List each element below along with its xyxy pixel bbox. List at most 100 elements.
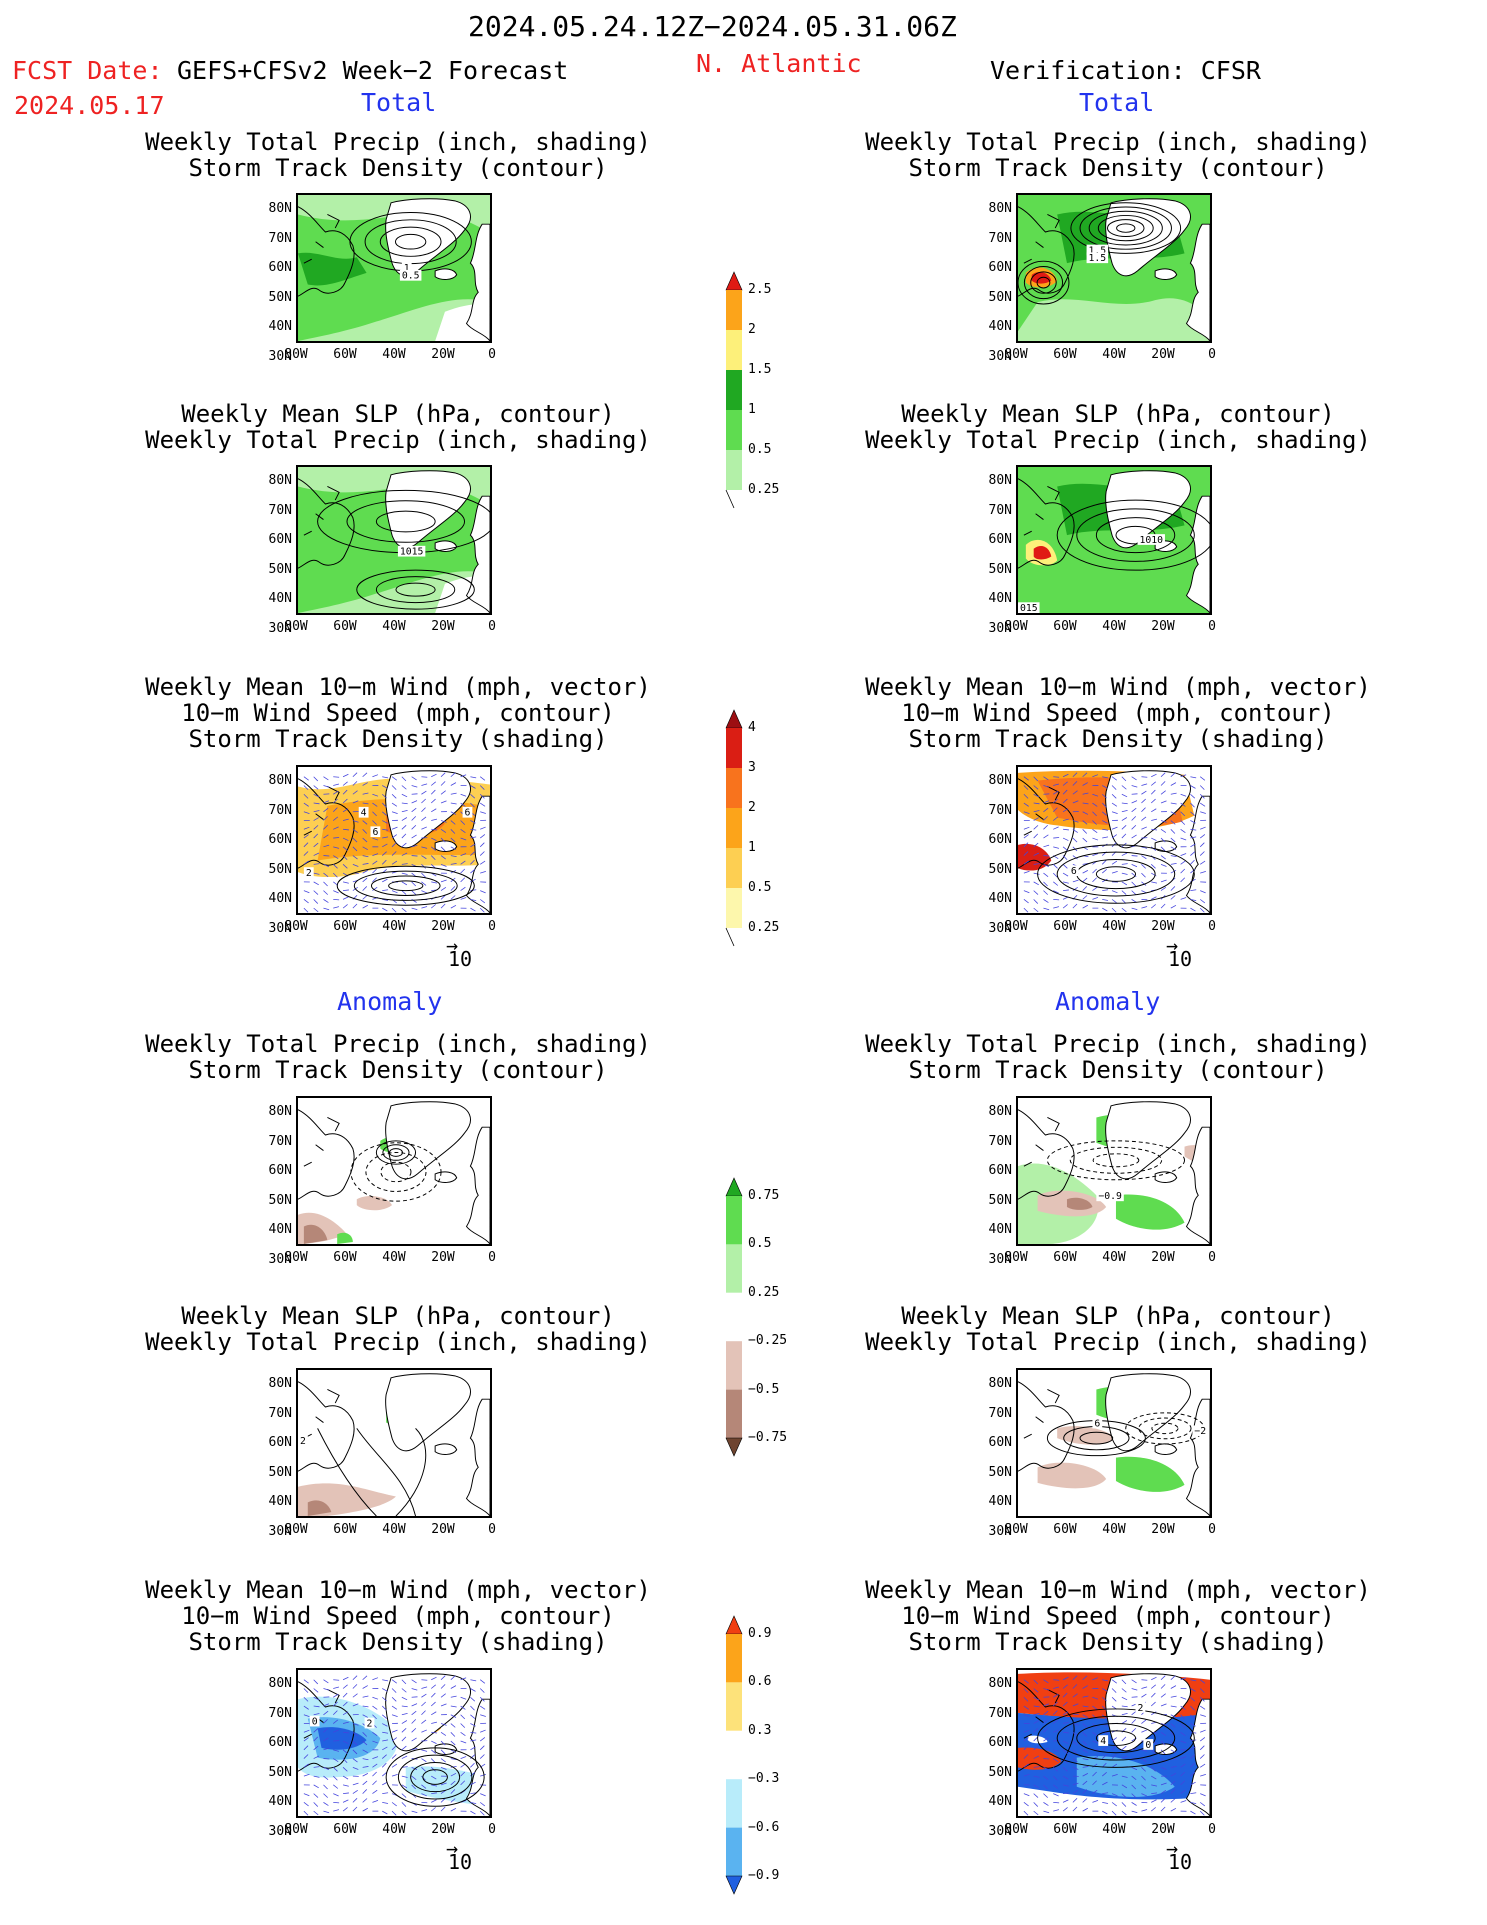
panel-title-line: Weekly Total Precip (inch, shading): [145, 426, 651, 454]
map-svg: [298, 1098, 490, 1244]
vector-ref-arrow-icon: →: [446, 933, 459, 957]
panel-title-line: Weekly Total Precip (inch, shading): [865, 128, 1371, 156]
contour-label: 6: [1094, 1418, 1100, 1429]
lat-tick-label: 30N: [268, 1523, 292, 1539]
map-panel-fcst-anom-precip: [296, 1096, 492, 1246]
panel-title-line: Storm Track Density (contour): [188, 1056, 608, 1084]
lat-tick-label: 40N: [268, 319, 292, 334]
colorbar-tick-label: 2: [748, 800, 756, 815]
lat-tick-label: 50N: [268, 1764, 292, 1780]
lat-tick-label: 60N: [988, 1735, 1012, 1750]
colorbar-segment: [726, 1682, 742, 1731]
contour-label: 2: [367, 1718, 373, 1729]
colorbar-segment: [726, 1634, 742, 1683]
lon-tick-label: 80W: [1004, 347, 1028, 362]
colorbar-tick-label: −0.5: [748, 1381, 780, 1397]
panel-title-line: 10−m Wind Speed (mph, contour): [181, 699, 615, 727]
colorbar-segment: [726, 1730, 742, 1780]
panel-title-line: Weekly Total Precip (inch, shading): [145, 128, 651, 156]
panel-title-line: Storm Track Density (shading): [908, 725, 1328, 753]
lon-tick-label: 60W: [333, 347, 357, 362]
lon-tick-label: 40W: [382, 1522, 406, 1537]
lat-tick-label: 80N: [988, 773, 1012, 788]
colorbar-segment: [726, 1827, 742, 1876]
lat-tick-label: 70N: [988, 1405, 1012, 1421]
lat-tick-label: 50N: [268, 861, 292, 877]
lon-tick-label: 60W: [333, 1250, 357, 1265]
region-label: N. Atlantic: [696, 49, 862, 78]
colorbar-tick-label: 0.6: [748, 1674, 772, 1690]
lon-tick-label: 80W: [284, 1822, 308, 1837]
lon-tick-label: 40W: [1102, 1522, 1126, 1537]
lon-tick-label: 80W: [284, 347, 308, 362]
fcst-date: 2024.05.17: [14, 91, 165, 120]
contour-label: 2: [306, 868, 312, 879]
lon-tick-label: 20W: [1151, 1822, 1175, 1837]
contour-label: 0: [1145, 1740, 1151, 1751]
lon-tick-label: 80W: [284, 1522, 308, 1537]
colorbar-segment: [726, 808, 742, 848]
panel-title-line: Weekly Mean SLP (hPa, contour): [901, 1302, 1335, 1330]
lon-tick-label: 0: [488, 347, 496, 362]
total-track-colorbar: [725, 709, 743, 947]
colorbar-segment: [726, 848, 742, 888]
lon-tick-label: 20W: [431, 619, 455, 634]
panel-title-line: Storm Track Density (contour): [908, 1056, 1328, 1084]
map-panel-fcst-anom-slp: 2: [296, 1368, 492, 1518]
lon-tick-label: 80W: [1004, 1522, 1028, 1537]
date-range-title: 2024.05.24.12Z−2024.05.31.06Z: [468, 10, 957, 43]
panel-title-line: Weekly Total Precip (inch, shading): [145, 1328, 651, 1356]
lon-tick-label: 80W: [1004, 1250, 1028, 1265]
lat-tick-label: 60N: [268, 532, 292, 547]
map-panel-cfsr-total-precip: 1.5 1.5: [1016, 193, 1212, 343]
lat-tick-label: 30N: [268, 1823, 292, 1839]
contour-label: 2: [1138, 1703, 1144, 1714]
panel-title-line: Weekly Mean 10−m Wind (mph, vector): [145, 673, 651, 701]
colorbar-segment: [726, 1244, 742, 1293]
anomaly-track-colorbar: [725, 1615, 743, 1895]
lat-tick-label: 60N: [268, 260, 292, 275]
panel-title-line: 10−m Wind Speed (mph, contour): [181, 1602, 615, 1630]
lat-tick-label: 30N: [268, 1251, 292, 1267]
lon-tick-label: 0: [1208, 919, 1216, 934]
lat-tick-label: 70N: [268, 1133, 292, 1149]
lat-tick-label: 40N: [988, 591, 1012, 606]
lon-tick-label: 40W: [1102, 1822, 1126, 1837]
colorbar-segment: [726, 1292, 742, 1342]
colorbar-tick-label: −0.9: [748, 1868, 780, 1883]
colorbar-tick-label: 1.5: [748, 362, 772, 377]
lon-tick-label: 20W: [431, 1250, 455, 1265]
panel-title-line: Weekly Mean 10−m Wind (mph, vector): [865, 1576, 1371, 1604]
anomaly-precip-colorbar: [725, 1177, 743, 1457]
colorbar-segment: [726, 1341, 742, 1390]
lon-tick-label: 60W: [1053, 919, 1077, 934]
colorbar-tick-label: 2.5: [748, 282, 772, 297]
panel-title-line: Weekly Mean 10−m Wind (mph, vector): [865, 673, 1371, 701]
map-panel-cfsr-anom-slp: 6 −2: [1016, 1368, 1212, 1518]
lat-tick-label: 40N: [988, 1222, 1012, 1237]
colorbar-segment: [726, 888, 742, 928]
lon-tick-label: 60W: [333, 1822, 357, 1837]
panel-title-line: Weekly Mean SLP (hPa, contour): [901, 400, 1335, 428]
lon-tick-label: 60W: [1053, 347, 1077, 362]
lon-tick-label: 80W: [1004, 919, 1028, 934]
lat-tick-label: 50N: [988, 561, 1012, 577]
panel-title-line: 10−m Wind Speed (mph, contour): [901, 1602, 1335, 1630]
section-total-right: Total: [1079, 88, 1155, 117]
panel-title-line: Weekly Total Precip (inch, shading): [865, 426, 1371, 454]
colorbar-segment: [726, 290, 742, 330]
colorbar-tick-label: 0.5: [748, 1236, 772, 1252]
verification-label: Verification: CFSR: [990, 56, 1261, 85]
lon-tick-label: 0: [1208, 1822, 1216, 1837]
total-precip-colorbar: [725, 271, 743, 509]
panel-title-line: Weekly Total Precip (inch, shading): [145, 1030, 651, 1058]
section-anomaly-left: Anomaly: [337, 987, 443, 1016]
panel-title-line: Storm Track Density (shading): [908, 1628, 1328, 1656]
lon-tick-label: 0: [1208, 1250, 1216, 1265]
contour-label: 1015: [400, 547, 424, 558]
lon-tick-label: 20W: [1151, 1522, 1175, 1537]
colorbar-tick-label: 0.25: [748, 1284, 780, 1300]
map-svg: 4 0 2: [1018, 1670, 1210, 1816]
